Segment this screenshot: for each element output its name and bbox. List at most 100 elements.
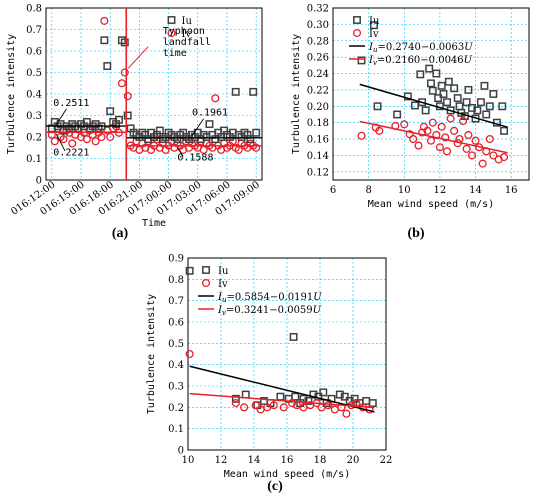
- panel-label-a: (a): [112, 226, 129, 241]
- iu-point: [425, 64, 434, 73]
- y-axis-label: Turbulence intensity: [6, 34, 17, 154]
- iu-point: [498, 102, 507, 111]
- legend-iu-fit-label: Iu=0.5854−0.0191U: [217, 292, 322, 304]
- y-tick-label: 0.20: [307, 102, 329, 113]
- iu-point: [319, 388, 328, 397]
- legend-iu-label: Iu: [182, 16, 193, 27]
- legend-iv-fit-label: Iv=0.3241−0.0059U: [217, 305, 322, 317]
- iu-point: [362, 396, 371, 405]
- x-tick-label: 20: [347, 455, 360, 466]
- y-tick-label: 0.22: [307, 85, 329, 96]
- iv-point: [97, 132, 106, 142]
- iv-point: [123, 92, 132, 101]
- iv-point: [414, 141, 423, 150]
- y-tick-label: 0: [178, 446, 184, 457]
- iu-point: [434, 94, 443, 103]
- iu-point: [450, 84, 459, 93]
- iv-point: [117, 79, 126, 88]
- y-tick-label: 0.8: [168, 275, 184, 286]
- x-axis-label: Mean wind speed (m/s): [224, 469, 350, 480]
- x-tick-label: 16: [281, 455, 294, 466]
- iu-point: [370, 21, 378, 30]
- iu-point: [393, 110, 402, 119]
- iu-point: [480, 81, 489, 90]
- annotation-iv-after: 0.1588: [177, 153, 213, 164]
- x-tick-label: 14: [248, 455, 261, 466]
- legend-iu-label: Iu: [218, 266, 229, 277]
- iu-point: [155, 126, 164, 135]
- iv-point: [211, 94, 220, 103]
- iv-point: [459, 116, 468, 126]
- iv-point: [409, 134, 418, 144]
- iv-point: [82, 135, 91, 144]
- iv-point: [330, 405, 339, 414]
- iu-point: [482, 110, 491, 119]
- iv-point: [442, 147, 452, 156]
- iv-point: [59, 135, 68, 144]
- iu-point: [100, 36, 109, 45]
- iv-point: [446, 114, 455, 123]
- legend-iv-label: Iv: [369, 29, 379, 40]
- iu-point: [249, 87, 258, 96]
- y-tick-label: 0.6: [26, 47, 42, 58]
- y-tick-label: 0.4: [26, 90, 42, 101]
- x-tick-label: 8: [365, 185, 371, 196]
- iv-point: [252, 143, 261, 152]
- annotation-iv-before: 0.2221: [53, 147, 89, 158]
- y-tick-label: 0.3: [26, 111, 42, 122]
- iv-point: [120, 68, 129, 77]
- iv-point: [489, 151, 498, 160]
- annotation-arrow: [55, 108, 67, 125]
- iv-point: [357, 131, 366, 140]
- iv-point: [467, 151, 477, 160]
- iu-point: [289, 332, 298, 341]
- iu-point: [368, 399, 377, 408]
- iu-point: [123, 111, 132, 120]
- iv-point: [185, 349, 194, 359]
- annotation-iu-before: 0.2511: [53, 98, 89, 109]
- legend-iu-marker: [167, 16, 176, 24]
- iu-point: [439, 90, 448, 98]
- x-tick-label: 10: [398, 185, 411, 196]
- y-tick-label: 0.32: [307, 4, 329, 15]
- iu-fit-line: [189, 365, 375, 413]
- iu-point: [428, 86, 437, 95]
- iv-point: [240, 403, 249, 412]
- y-tick-label: 0.5: [168, 339, 184, 350]
- iu-point: [427, 79, 435, 88]
- iv-point: [251, 401, 260, 410]
- iv-point: [91, 137, 100, 146]
- iv-point: [471, 136, 480, 145]
- y-tick-label: 0.6: [168, 318, 184, 329]
- iu-point: [421, 106, 430, 115]
- iu-point: [464, 85, 473, 94]
- iu-point: [246, 135, 255, 144]
- iu-point: [443, 98, 451, 107]
- iu-point: [357, 56, 366, 65]
- x-tick-label: 22: [380, 455, 393, 466]
- plot-frame: [45, 7, 263, 181]
- iu-point: [335, 390, 344, 399]
- y-tick-label: 0.4: [168, 360, 184, 371]
- iv-point: [287, 399, 297, 408]
- plot-frame: [187, 257, 387, 451]
- plot-frame: [332, 7, 530, 181]
- iu-point: [411, 101, 419, 110]
- iu-point: [120, 38, 129, 47]
- legend-iv-label: Iv: [182, 29, 192, 40]
- iu-point: [231, 87, 240, 96]
- legend-iu-label: Iu: [369, 16, 380, 27]
- annotation-iu-after: 0.1961: [192, 108, 228, 119]
- iu-point: [403, 92, 412, 101]
- iu-point: [485, 102, 494, 111]
- iu-point: [476, 98, 485, 107]
- iu-point: [276, 392, 285, 401]
- y-tick-label: 0.3: [168, 382, 184, 393]
- iv-point: [400, 120, 409, 129]
- iu-point: [205, 120, 214, 129]
- iu-point: [252, 128, 261, 137]
- y-axis-label: Turbulence intensity: [291, 34, 302, 154]
- iv-point: [435, 143, 444, 152]
- annotation-arrow: [55, 133, 66, 152]
- x-axis-label: Mean wind speed (m/s): [368, 199, 494, 210]
